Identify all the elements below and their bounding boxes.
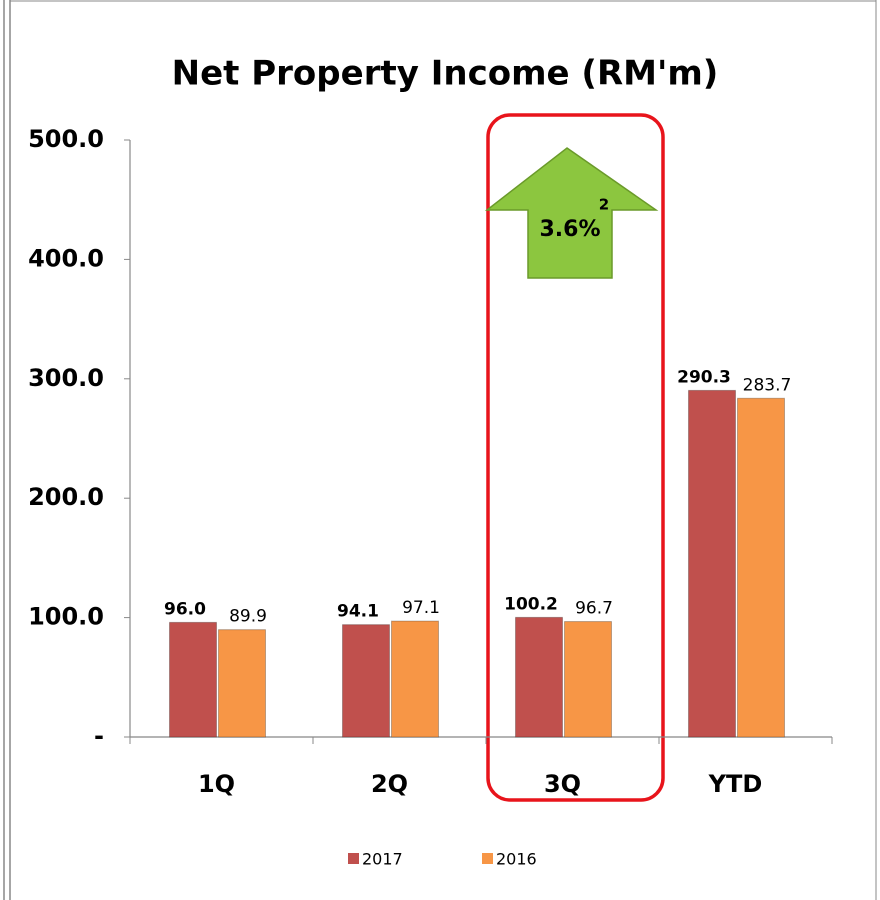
data-label: 96.7 xyxy=(575,599,613,619)
bar xyxy=(169,621,217,738)
bar xyxy=(564,621,612,738)
x-tick-label: YTD xyxy=(708,770,763,798)
legend-swatch xyxy=(482,853,493,864)
bar xyxy=(515,616,563,738)
x-tick-label: 2Q xyxy=(371,770,408,798)
legend-swatch xyxy=(348,853,359,864)
data-label: 94.1 xyxy=(337,602,379,622)
bar xyxy=(737,397,785,738)
data-label: 283.7 xyxy=(743,375,792,395)
bar xyxy=(218,629,266,738)
x-tick-label: 3Q xyxy=(544,770,581,798)
bar xyxy=(342,624,390,738)
data-label: 89.9 xyxy=(229,607,267,627)
data-label: 96.0 xyxy=(164,599,206,619)
y-tick-label: 200.0 xyxy=(28,483,104,511)
data-label: 290.3 xyxy=(677,367,731,387)
legend-label: 2016 xyxy=(496,850,537,869)
y-tick-label: 300.0 xyxy=(28,364,104,392)
legend-label: 2017 xyxy=(362,850,403,869)
chart-title: Net Property Income (RM'm) xyxy=(172,54,719,94)
data-label: 100.2 xyxy=(504,594,558,614)
y-tick-label: 500.0 xyxy=(28,125,104,153)
growth-arrow xyxy=(484,147,659,279)
bar xyxy=(391,620,439,738)
growth-footnote: 2 xyxy=(599,196,609,214)
data-label: 97.1 xyxy=(402,598,440,618)
highlight-box xyxy=(486,113,665,802)
x-tick-label: 1Q xyxy=(198,770,235,798)
bar xyxy=(688,389,736,738)
y-tick-label: 400.0 xyxy=(28,244,104,272)
growth-label: 3.6% xyxy=(539,217,600,242)
y-tick-label: - xyxy=(94,722,104,750)
y-tick-label: 100.0 xyxy=(28,603,104,631)
